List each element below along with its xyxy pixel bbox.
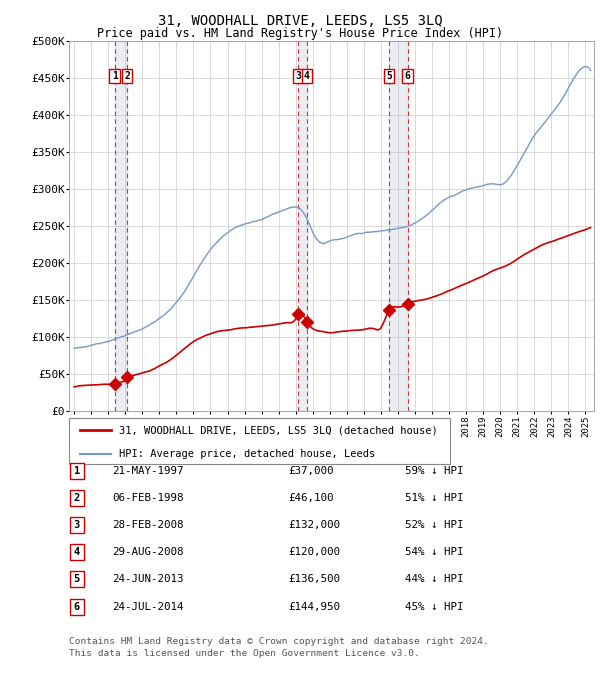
Text: Price paid vs. HM Land Registry's House Price Index (HPI): Price paid vs. HM Land Registry's House …: [97, 27, 503, 40]
Text: £46,100: £46,100: [288, 493, 334, 503]
Text: £37,000: £37,000: [288, 466, 334, 475]
Text: 5: 5: [386, 71, 392, 81]
Bar: [115, 41, 127, 411]
Text: 31, WOODHALL DRIVE, LEEDS, LS5 3LQ (detached house): 31, WOODHALL DRIVE, LEEDS, LS5 3LQ (deta…: [119, 426, 437, 435]
Text: 52% ↓ HPI: 52% ↓ HPI: [405, 520, 464, 530]
Text: 1: 1: [112, 71, 118, 81]
Bar: [298, 41, 307, 411]
Text: Contains HM Land Registry data © Crown copyright and database right 2024.: Contains HM Land Registry data © Crown c…: [69, 637, 489, 646]
Text: £132,000: £132,000: [288, 520, 340, 530]
Text: 54% ↓ HPI: 54% ↓ HPI: [405, 547, 464, 557]
Text: 24-JUL-2014: 24-JUL-2014: [112, 602, 184, 611]
Text: 2: 2: [74, 493, 80, 503]
Text: 6: 6: [74, 602, 80, 611]
Bar: [389, 41, 407, 411]
Text: 3: 3: [295, 71, 301, 81]
Text: 21-MAY-1997: 21-MAY-1997: [112, 466, 184, 475]
Text: 6: 6: [404, 71, 410, 81]
Text: This data is licensed under the Open Government Licence v3.0.: This data is licensed under the Open Gov…: [69, 649, 420, 658]
Text: 2: 2: [124, 71, 130, 81]
Text: 31, WOODHALL DRIVE, LEEDS, LS5 3LQ: 31, WOODHALL DRIVE, LEEDS, LS5 3LQ: [158, 14, 442, 28]
Text: 3: 3: [74, 520, 80, 530]
Text: 4: 4: [304, 71, 310, 81]
Text: 5: 5: [74, 575, 80, 584]
Text: 51% ↓ HPI: 51% ↓ HPI: [405, 493, 464, 503]
Text: 45% ↓ HPI: 45% ↓ HPI: [405, 602, 464, 611]
Text: 59% ↓ HPI: 59% ↓ HPI: [405, 466, 464, 475]
Text: 4: 4: [74, 547, 80, 557]
Text: £136,500: £136,500: [288, 575, 340, 584]
Text: £120,000: £120,000: [288, 547, 340, 557]
Text: 06-FEB-1998: 06-FEB-1998: [112, 493, 184, 503]
Text: 29-AUG-2008: 29-AUG-2008: [112, 547, 184, 557]
FancyBboxPatch shape: [69, 418, 450, 464]
Text: 1: 1: [74, 466, 80, 475]
Text: 28-FEB-2008: 28-FEB-2008: [112, 520, 184, 530]
Text: 24-JUN-2013: 24-JUN-2013: [112, 575, 184, 584]
Text: HPI: Average price, detached house, Leeds: HPI: Average price, detached house, Leed…: [119, 449, 375, 458]
Text: £144,950: £144,950: [288, 602, 340, 611]
Text: 44% ↓ HPI: 44% ↓ HPI: [405, 575, 464, 584]
